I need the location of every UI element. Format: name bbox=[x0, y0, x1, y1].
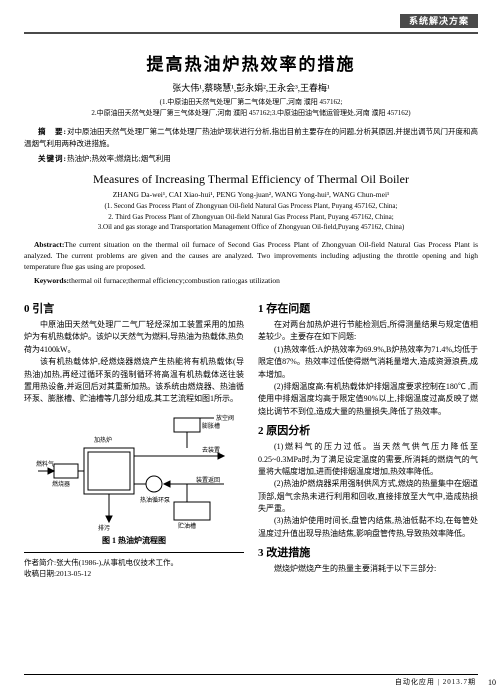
title-chinese: 提高热油炉热效率的措施 bbox=[24, 50, 478, 75]
page-number: 10 bbox=[488, 678, 496, 687]
keywords-label: Keywords: bbox=[24, 276, 69, 287]
section-heading: 2 原因分析 bbox=[258, 422, 478, 438]
fig-label: 贮油槽 bbox=[178, 522, 196, 530]
fig-label: 膨胀槽 bbox=[202, 422, 220, 430]
paragraph: 该有机热载体炉,经燃烧器燃烧产生热能将有机热载体(导热油)加热,再经过循环泵的强… bbox=[24, 356, 244, 406]
paragraph: (1)热效率低:A炉热效率为69.9%,B炉热效率为71.4%,均低于限定值87… bbox=[258, 344, 478, 381]
affil-line: 2. Third Gas Process Plant of Zhongyuan … bbox=[108, 213, 393, 221]
keywords-body: thermal oil furnace;thermal efficiency;c… bbox=[69, 276, 280, 285]
abstract-label: 摘 要: bbox=[24, 126, 67, 138]
left-column: 0 引言 中原油田天然气处理厂二气厂轻烃深加工装置采用的加热炉为有机热载体炉。该… bbox=[24, 296, 244, 579]
abstract-body: 对中原油田天然气处理厂第二气体处理厂热油炉现状进行分析,指出目前主要存在的问题,… bbox=[24, 127, 478, 148]
affil-line: 3.Oil and gas storage and Transportation… bbox=[98, 223, 404, 231]
keywords-body: 热油炉;热效率;燃烧比;烟气利用 bbox=[67, 154, 171, 163]
paragraph: 中原油田天然气处理厂二气厂轻烃深加工装置采用的加热炉为有机热载体炉。该炉以天然气… bbox=[24, 319, 244, 356]
abstract-label: Abstract: bbox=[24, 239, 64, 250]
fig-label: 燃烧器 bbox=[52, 480, 70, 488]
abstract-english: Abstract:The current situation on the th… bbox=[24, 239, 478, 273]
affil-line: 2.中原油田天然气处理厂第三气体处理厂,河南 濮阳 457162;3.中原油田油… bbox=[91, 109, 410, 117]
authors-chinese: 张大伟¹,蔡晓慧¹,彭永娟²,王永会³,王春梅¹ bbox=[24, 81, 478, 94]
right-column: 1 存在问题 在对两台加热炉进行节能检测后,所得测量结果与规定值相差较少。主要存… bbox=[258, 296, 478, 579]
affiliations-english: (1. Second Gas Process Plant of Zhongyua… bbox=[24, 201, 478, 233]
keywords-chinese: 关键词:热油炉;热效率;燃烧比;烟气利用 bbox=[24, 153, 478, 164]
header-rule bbox=[24, 32, 478, 34]
flowchart-svg: 膨胀槽 放空阀 燃料气 加热炉 燃烧器 热油循环泵 贮油槽 排污 去装置 装置返… bbox=[34, 412, 234, 532]
abstract-body: The current situation on the thermal oil… bbox=[24, 240, 478, 272]
fig-label: 放空阀 bbox=[216, 414, 234, 422]
paragraph: (2)排烟温度高:有机热载体炉排烟温度要求控制在180℃ ,而使用中排烟温度均高… bbox=[258, 381, 478, 418]
received-date: 收稿日期:2013-05-12 bbox=[24, 568, 244, 579]
paragraph: 在对两台加热炉进行节能检测后,所得测量结果与规定值相差较少。主要存在如下问题: bbox=[258, 319, 478, 344]
fig-label: 热油循环泵 bbox=[140, 496, 170, 504]
footer-text: 自动化应用 | 2013.7期 bbox=[395, 677, 476, 687]
figure-1: 膨胀槽 放空阀 燃料气 加热炉 燃烧器 热油循环泵 贮油槽 排污 去装置 装置返… bbox=[24, 412, 244, 546]
page-content: 提高热油炉热效率的措施 张大伟¹,蔡晓慧¹,彭永娟²,王永会³,王春梅¹ (1.… bbox=[24, 44, 478, 689]
section-heading: 0 引言 bbox=[24, 300, 244, 316]
authors-english: ZHANG Da-wei¹, CAI Xiao-hui¹, PENG Yong-… bbox=[24, 190, 478, 199]
keywords-label: 关键词: bbox=[24, 153, 67, 164]
category-badge: 系统解决方案 bbox=[400, 14, 478, 28]
figure-caption: 图 1 热油炉流程图 bbox=[24, 535, 244, 546]
fig-label: 加热炉 bbox=[94, 436, 112, 444]
keywords-english: Keywords:thermal oil furnace;thermal eff… bbox=[24, 276, 478, 287]
fig-label: 去装置 bbox=[202, 446, 220, 454]
fig-label: 装置返回 bbox=[196, 476, 220, 484]
fig-label: 排污 bbox=[98, 524, 110, 532]
paragraph: (1)燃料气的压力过低。当天然气供气压力降低至0.25~0.3MPa时,为了满足… bbox=[258, 441, 478, 478]
paragraph: 燃烧炉燃烧产生的热量主要消耗于以下三部分: bbox=[258, 563, 478, 575]
footer-rule bbox=[24, 674, 478, 675]
two-column-body: 0 引言 中原油田天然气处理厂二气厂轻烃深加工装置采用的加热炉为有机热载体炉。该… bbox=[24, 296, 478, 579]
fig-label: 燃料气 bbox=[36, 460, 54, 468]
affil-line: (1. Second Gas Process Plant of Zhongyua… bbox=[105, 202, 398, 210]
affiliations-chinese: (1.中原油田天然气处理厂第二气体处理厂,河南 濮阳 457162; 2.中原油… bbox=[24, 97, 478, 118]
separator-line bbox=[24, 552, 244, 553]
paragraph: (2)热油炉燃烧器采用强制供风方式,燃烧的热量集中在烟道顶部,烟气余热未进行利用… bbox=[258, 478, 478, 515]
affil-line: (1.中原油田天然气处理厂第二气体处理厂,河南 濮阳 457162; bbox=[160, 98, 343, 106]
author-bio: 作者简介:张大伟(1986-),从事机电仪技术工作。 bbox=[24, 557, 244, 568]
paragraph: (3)热油炉使用时间长,盘管内结焦,热油低黏不均,在每管处温度过升值出现导热油结… bbox=[258, 515, 478, 540]
section-heading: 1 存在问题 bbox=[258, 300, 478, 316]
title-english: Measures of Increasing Thermal Efficienc… bbox=[24, 172, 478, 187]
section-heading: 3 改进措施 bbox=[258, 544, 478, 560]
abstract-chinese: 摘 要:对中原油田天然气处理厂第二气体处理厂热油炉现状进行分析,指出目前主要存在… bbox=[24, 126, 478, 150]
